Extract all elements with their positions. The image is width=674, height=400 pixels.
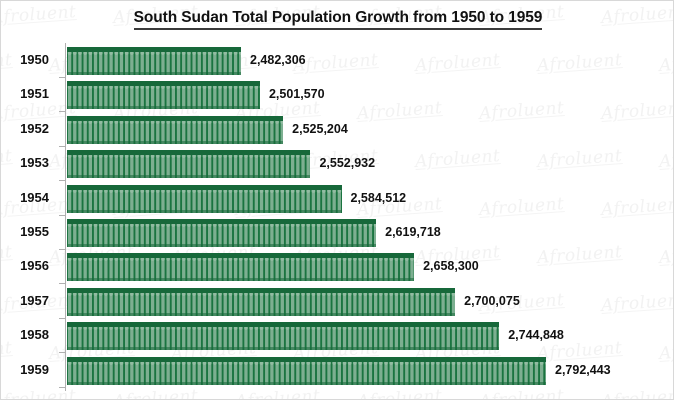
year-axis-label: 1957: [20, 292, 49, 308]
year-axis-label: 1954: [20, 189, 49, 205]
year-axis-label: 1953: [20, 155, 49, 171]
bar[interactable]: [67, 81, 260, 110]
bar[interactable]: [67, 150, 311, 179]
bar[interactable]: [67, 287, 456, 316]
axis-tick: [59, 214, 65, 216]
year-axis-label: 1958: [20, 327, 49, 343]
axis-tick: [59, 317, 65, 319]
bar[interactable]: [67, 47, 241, 75]
bar-value-label: 2,525,204: [292, 121, 348, 136]
axis-tick: [59, 111, 65, 113]
bar-value-label: 2,658,300: [423, 259, 479, 274]
year-axis-label: 1951: [20, 86, 49, 102]
bar[interactable]: [67, 253, 415, 282]
bar-value-label: 2,584,512: [350, 190, 407, 205]
bar-value-label: 2,552,932: [319, 156, 376, 171]
bar-row: 1958 2,744,848: [1, 319, 673, 354]
bar-row: 1957 2,700,075: [1, 285, 673, 319]
bar-row: 1951 2,501,570: [1, 78, 673, 113]
bar-value-label: 2,700,075: [464, 293, 520, 308]
bar[interactable]: [67, 184, 342, 213]
bar[interactable]: [67, 115, 284, 144]
bar-row: 1950 2,482,306: [1, 44, 673, 78]
plot-area: 1950 2,482,306 1951 2,501,570 1952 2,525,204 1…: [1, 41, 673, 393]
year-axis-label: 1956: [20, 258, 49, 274]
axis-tick: [59, 386, 65, 388]
axis-tick: [59, 77, 65, 78]
chart-title-text: South Sudan Total Population Growth from…: [133, 9, 542, 30]
bar-value-label: 2,482,306: [250, 53, 306, 67]
year-axis-label: 1952: [20, 120, 49, 136]
axis-tick: [59, 352, 65, 354]
y-axis-line: [65, 43, 66, 391]
axis-tick: [59, 145, 65, 147]
bar-row: 1953 2,552,932: [1, 147, 673, 182]
axis-tick: [59, 283, 65, 285]
year-axis-label: 1959: [20, 361, 49, 377]
bar-value-label: 2,744,848: [508, 328, 564, 343]
bar-value-label: 2,619,718: [385, 225, 441, 239]
bar-row: 1955 2,619,718: [1, 216, 673, 250]
bar-row: 1956 2,658,300: [1, 250, 673, 285]
bar[interactable]: [67, 219, 377, 247]
bar-row: 1952 2,525,204: [1, 113, 673, 147]
bar-row: 1959 2,792,443: [1, 354, 673, 388]
year-axis-label: 1955: [20, 224, 49, 239]
axis-tick: [59, 180, 65, 182]
bar-value-label: 2,501,570: [268, 87, 325, 102]
axis-tick: [59, 249, 65, 250]
bar-value-label: 2,792,443: [555, 362, 611, 377]
bar-row: 1954 2,584,512: [1, 182, 673, 216]
year-axis-label: 1950: [20, 52, 49, 67]
chart-title: South Sudan Total Population Growth from…: [1, 9, 673, 30]
bar[interactable]: [67, 356, 546, 385]
bar[interactable]: [67, 322, 500, 351]
